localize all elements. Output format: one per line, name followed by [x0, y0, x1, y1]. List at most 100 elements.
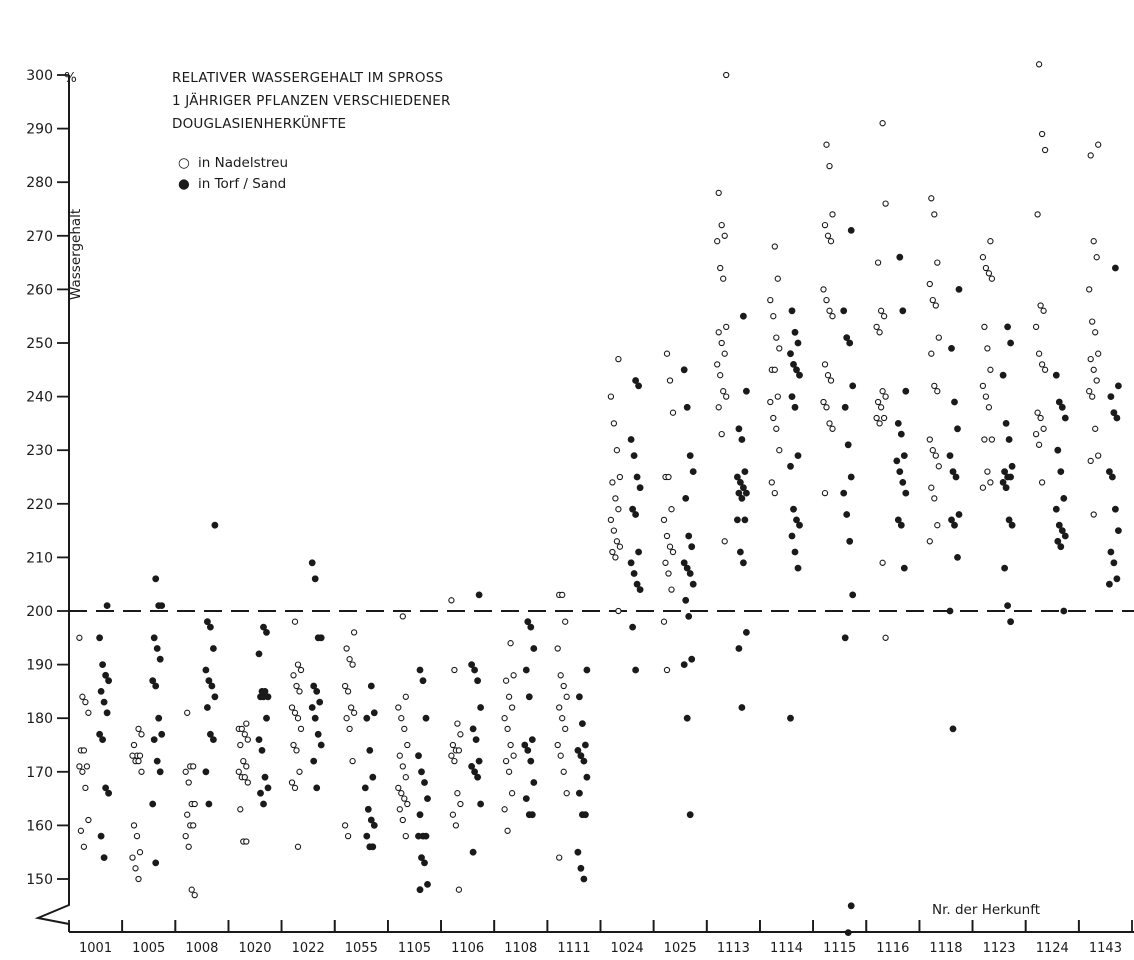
point-nadelstreu [882, 634, 889, 641]
point-torf-sand [629, 505, 636, 513]
point-nadelstreu [715, 404, 722, 411]
point-nadelstreu [928, 484, 935, 491]
point-torf-sand [152, 859, 160, 867]
point-nadelstreu [1041, 366, 1049, 373]
point-nadelstreu [880, 313, 888, 320]
point-nadelstreu [76, 634, 83, 641]
point-nadelstreu [505, 693, 513, 700]
point-nadelstreu [981, 436, 988, 443]
point-torf-sand [1115, 382, 1122, 390]
point-nadelstreu [1090, 366, 1097, 373]
point-torf-sand [683, 714, 691, 722]
point-nadelstreu [395, 784, 402, 792]
point-nadelstreu [452, 822, 460, 829]
point-torf-sand [424, 881, 431, 888]
point-torf-sand [632, 511, 639, 518]
point-nadelstreu [1095, 452, 1102, 459]
point-torf-sand [841, 634, 849, 642]
point-nadelstreu [821, 489, 829, 497]
point-nadelstreu [985, 404, 993, 411]
point-torf-sand [1002, 419, 1010, 427]
point-nadelstreu [979, 484, 987, 491]
point-nadelstreu [663, 350, 671, 357]
point-nadelstreu [346, 725, 353, 733]
point-nadelstreu [449, 811, 457, 818]
point-torf-sand [97, 688, 105, 695]
y-tick-label: 190 [26, 658, 53, 674]
point-torf-sand [155, 714, 163, 722]
point-nadelstreu [981, 323, 988, 331]
point-torf-sand [683, 564, 691, 572]
point-torf-sand [948, 344, 955, 352]
x-category-label: 1143 [1089, 941, 1122, 956]
point-nadelstreu [396, 806, 403, 813]
point-torf-sand [1061, 414, 1069, 422]
point-nadelstreu [1087, 457, 1094, 465]
point-torf-sand [582, 811, 589, 819]
point-torf-sand [849, 382, 857, 390]
point-nadelstreu [1038, 479, 1046, 486]
point-nadelstreu [402, 693, 409, 700]
point-nadelstreu [876, 420, 883, 427]
point-nadelstreu [130, 822, 138, 829]
point-nadelstreu [612, 495, 619, 502]
point-torf-sand [102, 784, 109, 792]
point-nadelstreu [987, 366, 994, 373]
point-nadelstreu [296, 768, 303, 775]
point-nadelstreu [182, 768, 189, 775]
point-nadelstreu [979, 382, 987, 390]
y-tick-label: 270 [26, 229, 53, 245]
point-nadelstreu [932, 452, 939, 459]
point-torf-sand [841, 403, 849, 411]
point-nadelstreu [821, 221, 829, 229]
point-nadelstreu [398, 715, 405, 722]
point-torf-sand [948, 516, 955, 524]
x-category-label: 1008 [185, 941, 218, 956]
point-nadelstreu [502, 757, 510, 765]
point-nadelstreu [80, 747, 88, 754]
point-nadelstreu [343, 715, 350, 722]
point-nadelstreu [502, 677, 510, 684]
point-nadelstreu [1037, 302, 1044, 309]
point-torf-sand [370, 709, 378, 717]
point-nadelstreu [882, 393, 889, 400]
point-torf-sand [528, 736, 536, 743]
x-category-label: 1111 [557, 941, 590, 956]
point-torf-sand [847, 473, 855, 481]
point-torf-sand [680, 366, 688, 374]
point-nadelstreu [237, 806, 244, 813]
point-torf-sand [1005, 436, 1013, 443]
point-torf-sand [209, 645, 217, 652]
point-nadelstreu [876, 329, 883, 336]
point-torf-sand [363, 714, 371, 722]
point-nadelstreu [934, 259, 941, 266]
point-nadelstreu [1089, 393, 1096, 400]
chart-title-line-3: DOUGLASIENHERKÜNFTE [172, 114, 346, 132]
point-torf-sand [1007, 473, 1014, 481]
point-torf-sand [1001, 468, 1008, 475]
point-torf-sand [419, 677, 427, 685]
point-nadelstreu [85, 709, 92, 716]
point-nadelstreu [774, 275, 781, 282]
point-nadelstreu [243, 720, 250, 727]
point-nadelstreu [988, 436, 996, 443]
point-nadelstreu [1038, 130, 1046, 138]
y-tick-label: 210 [26, 550, 53, 566]
point-nadelstreu [448, 752, 455, 759]
point-torf-sand [583, 666, 591, 674]
point-nadelstreu [666, 377, 674, 384]
point-nadelstreu [934, 388, 941, 395]
point-nadelstreu [609, 548, 616, 556]
point-nadelstreu [934, 522, 941, 529]
point-nadelstreu [720, 275, 727, 282]
point-torf-sand [257, 789, 264, 797]
point-nadelstreu [984, 468, 991, 475]
point-torf-sand [260, 693, 267, 701]
point-nadelstreu [557, 752, 564, 759]
point-nadelstreu [401, 725, 408, 733]
point-nadelstreu [560, 682, 567, 690]
point-torf-sand [1061, 532, 1069, 540]
point-torf-sand [469, 848, 477, 856]
point-nadelstreu [613, 538, 621, 545]
